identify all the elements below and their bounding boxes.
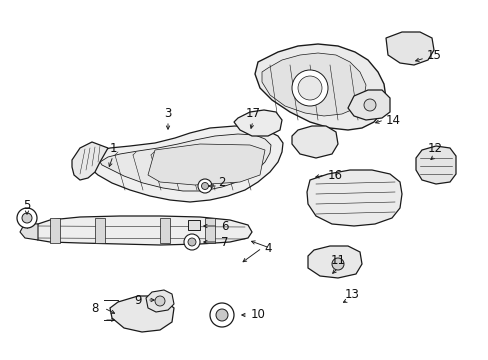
- Circle shape: [363, 99, 375, 111]
- Polygon shape: [307, 246, 361, 278]
- Text: 10: 10: [250, 309, 265, 321]
- Circle shape: [198, 179, 212, 193]
- Polygon shape: [204, 218, 215, 243]
- Polygon shape: [30, 216, 251, 245]
- Circle shape: [187, 238, 196, 246]
- Text: 7: 7: [221, 235, 228, 248]
- Circle shape: [291, 70, 327, 106]
- Circle shape: [183, 234, 200, 250]
- Circle shape: [331, 258, 343, 270]
- Polygon shape: [100, 134, 270, 191]
- Polygon shape: [187, 220, 200, 230]
- Circle shape: [17, 208, 37, 228]
- Polygon shape: [110, 296, 174, 332]
- Polygon shape: [50, 218, 60, 243]
- Text: 15: 15: [426, 49, 441, 62]
- Polygon shape: [262, 53, 365, 116]
- Polygon shape: [160, 218, 170, 243]
- Polygon shape: [72, 142, 108, 180]
- Text: 1: 1: [109, 141, 117, 154]
- Text: 2: 2: [218, 176, 225, 189]
- Text: 11: 11: [330, 253, 345, 266]
- Text: 13: 13: [344, 288, 359, 302]
- Polygon shape: [20, 223, 38, 240]
- Polygon shape: [88, 126, 283, 202]
- Polygon shape: [347, 90, 389, 120]
- Circle shape: [155, 296, 164, 306]
- Text: 17: 17: [245, 107, 260, 120]
- Circle shape: [297, 76, 321, 100]
- Text: 9: 9: [134, 293, 142, 306]
- Text: 4: 4: [264, 242, 271, 255]
- Polygon shape: [234, 110, 282, 136]
- Text: 12: 12: [427, 141, 442, 154]
- Circle shape: [22, 213, 32, 223]
- Text: 16: 16: [327, 168, 342, 181]
- Polygon shape: [254, 44, 385, 130]
- Text: 6: 6: [221, 220, 228, 233]
- Text: 3: 3: [164, 107, 171, 120]
- Polygon shape: [148, 144, 264, 185]
- Text: 5: 5: [23, 198, 31, 212]
- Circle shape: [216, 309, 227, 321]
- Circle shape: [201, 183, 208, 189]
- Polygon shape: [306, 170, 401, 226]
- Polygon shape: [385, 32, 433, 65]
- Text: 8: 8: [91, 302, 99, 315]
- Polygon shape: [415, 146, 455, 184]
- Polygon shape: [146, 290, 174, 312]
- Circle shape: [209, 303, 234, 327]
- Polygon shape: [291, 126, 337, 158]
- Text: 14: 14: [385, 113, 400, 126]
- Polygon shape: [95, 218, 105, 243]
